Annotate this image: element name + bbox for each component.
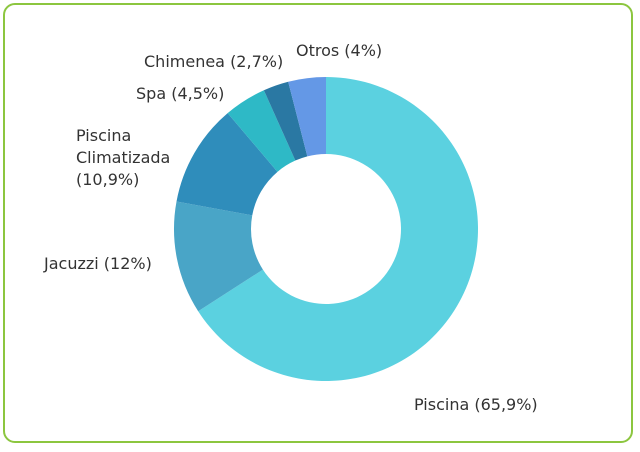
slice-otros: [288, 77, 326, 157]
donut-slices: [174, 77, 478, 381]
slice-label-piscina: Piscina (65,9%): [414, 395, 538, 414]
slice-label-chimenea: Chimenea (2,7%): [144, 52, 284, 71]
slice-jacuzzi: [174, 201, 263, 312]
slice-label-otros: Otros (4%): [296, 41, 383, 60]
slice-label-piscina-climatizada: Piscina Climatizada (10,9%): [76, 125, 170, 191]
slice-label-spa: Spa (4,5%): [136, 84, 225, 103]
slice-spa: [227, 90, 296, 172]
slice-label-line: Climatizada: [76, 148, 171, 167]
slice-label-jacuzzi: Jacuzzi (12%): [44, 254, 152, 273]
slice-label-line: Piscina: [76, 126, 132, 145]
slice-label-line: (10,9%): [76, 170, 140, 189]
slice-piscina: [198, 77, 478, 381]
slice-chimenea: [263, 81, 308, 161]
slice-piscina-climatizada: [176, 113, 278, 216]
